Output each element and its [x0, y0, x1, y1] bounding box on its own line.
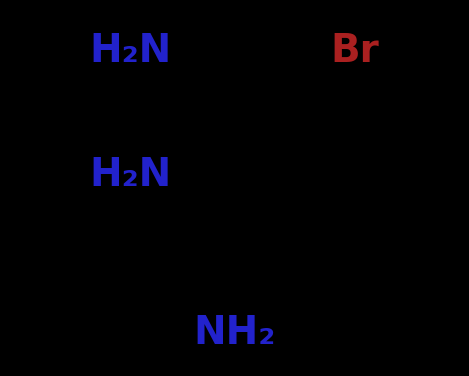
Text: H₂N: H₂N	[90, 156, 172, 194]
Text: Br: Br	[331, 32, 379, 70]
Text: H₂N: H₂N	[90, 32, 172, 70]
Text: NH₂: NH₂	[193, 314, 276, 352]
